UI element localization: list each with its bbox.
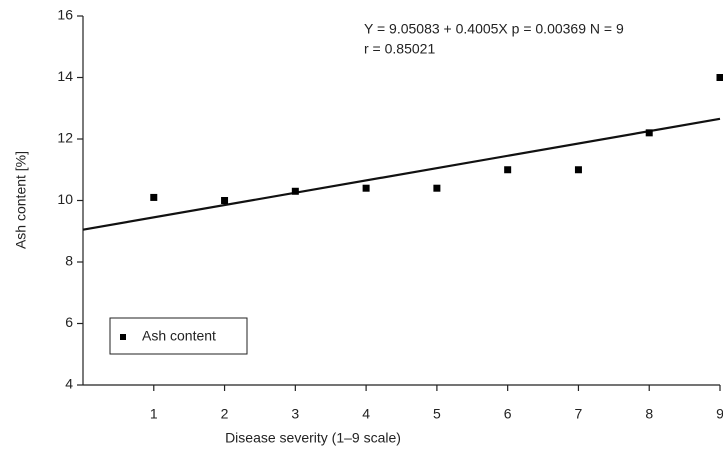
y-tick-label: 12 bbox=[57, 130, 73, 146]
legend-marker bbox=[120, 334, 126, 340]
annotation: Y = 9.05083 + 0.4005X p = 0.00369 N = 9 bbox=[364, 21, 624, 37]
x-axis-label: Disease severity (1–9 scale) bbox=[225, 430, 401, 446]
data-point bbox=[221, 197, 229, 204]
data-point bbox=[574, 166, 582, 174]
annotation: r = 0.85021 bbox=[364, 41, 435, 57]
data-point bbox=[716, 74, 723, 81]
data-point bbox=[362, 184, 370, 192]
data-point bbox=[645, 129, 653, 137]
x-tick-label: 8 bbox=[645, 406, 653, 422]
y-tick-label: 16 bbox=[57, 7, 73, 23]
x-tick-label: 3 bbox=[291, 406, 299, 422]
x-tick-label: 2 bbox=[221, 406, 229, 422]
legend-label: Ash content bbox=[142, 328, 216, 344]
data-point bbox=[433, 184, 441, 192]
x-tick-label: 1 bbox=[150, 406, 158, 422]
regression-line bbox=[82, 117, 721, 231]
y-tick-label: 14 bbox=[57, 68, 73, 84]
x-tick-label: 5 bbox=[433, 406, 441, 422]
x-tick-label: 6 bbox=[504, 406, 512, 422]
y-tick-label: 10 bbox=[57, 191, 73, 207]
x-tick-label: 4 bbox=[362, 406, 370, 422]
y-tick-label: 8 bbox=[65, 253, 73, 269]
x-tick-label: 7 bbox=[575, 406, 583, 422]
legend-box bbox=[109, 317, 248, 355]
x-tick-label: 9 bbox=[716, 406, 723, 422]
y-tick-label: 4 bbox=[65, 376, 73, 392]
y-tick-label: 6 bbox=[65, 314, 73, 330]
data-point bbox=[291, 187, 299, 195]
y-axis-label: Ash content [%] bbox=[13, 151, 29, 249]
data-point bbox=[150, 193, 158, 201]
data-point bbox=[504, 166, 512, 174]
